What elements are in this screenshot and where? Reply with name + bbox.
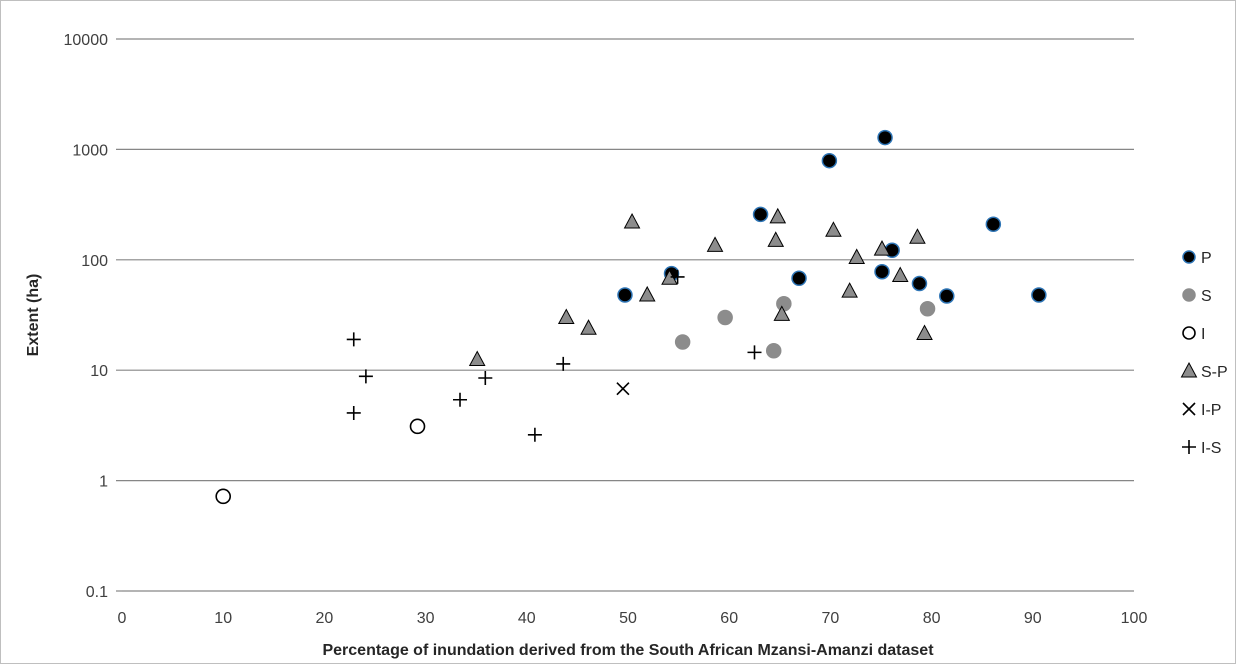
x-axis-title: Percentage of inundation derived from th… (322, 642, 934, 659)
y-tick-label: 100 (81, 253, 108, 270)
legend-marker-i-p (1183, 403, 1195, 415)
x-tick-label: 30 (417, 610, 435, 627)
point-s-p (581, 320, 596, 334)
point-p (1032, 288, 1046, 302)
point-s-p (842, 283, 857, 297)
y-tick-label: 0.1 (86, 584, 108, 601)
legend-label-i-p: I-P (1201, 402, 1221, 419)
legend-marker-i (1183, 327, 1195, 339)
point-i-s (556, 357, 570, 371)
y-tick-label: 1 (99, 474, 108, 491)
legend-marker-i-s (1182, 440, 1196, 454)
point-s-p (625, 214, 640, 228)
point-i-s (453, 393, 467, 407)
point-p (912, 276, 926, 290)
x-tick-label: 40 (518, 610, 536, 627)
point-p (875, 265, 889, 279)
point-s (921, 302, 935, 316)
point-i-s (359, 369, 373, 383)
legend-marker-s-p (1182, 363, 1197, 377)
legend-label-s-p: S-P (1201, 364, 1228, 381)
legend-marker-s (1183, 289, 1195, 301)
x-tick-label: 70 (822, 610, 840, 627)
point-p (986, 217, 1000, 231)
legend-label-i: I (1201, 326, 1205, 343)
point-s-p (768, 232, 783, 246)
point-i-s (748, 345, 762, 359)
x-tick-label: 60 (720, 610, 738, 627)
point-p (792, 271, 806, 285)
point-s-p (640, 287, 655, 301)
point-s-p (917, 325, 932, 339)
legend-item-i: I (1183, 326, 1205, 343)
point-s-p (849, 249, 864, 263)
point-i-s (347, 332, 361, 346)
legend-label-i-s: I-S (1201, 440, 1221, 457)
point-s-p (708, 237, 723, 251)
x-tick-label: 50 (619, 610, 637, 627)
point-i-s (478, 371, 492, 385)
data-points (216, 131, 1046, 504)
y-tick-label: 10 (90, 363, 108, 380)
y-axis-title: Extent (ha) (25, 274, 42, 357)
y-tick-label: 10000 (64, 32, 109, 49)
point-s-p (893, 268, 908, 282)
point-p (878, 131, 892, 145)
point-i-p (617, 383, 629, 395)
point-i (216, 489, 230, 503)
point-s-p (559, 310, 574, 324)
point-s (676, 335, 690, 349)
point-p (940, 289, 954, 303)
legend-marker-p (1183, 251, 1195, 263)
legend-item-i-p: I-P (1183, 402, 1221, 419)
point-s (777, 297, 791, 311)
legend-item-p: P (1183, 250, 1212, 267)
point-s-p (470, 352, 485, 366)
x-tick-label: 80 (923, 610, 941, 627)
legend-item-s-p: S-P (1182, 363, 1228, 381)
point-s (767, 344, 781, 358)
point-i (411, 419, 425, 433)
legend-item-i-s: I-S (1182, 440, 1221, 457)
x-tick-label: 10 (214, 610, 232, 627)
legend-label-p: P (1201, 250, 1212, 267)
x-tick-label: 20 (316, 610, 334, 627)
y-tick-label: 1000 (72, 142, 108, 159)
point-p (618, 288, 632, 302)
legend: P S I S-P I-P I-S (1182, 250, 1228, 457)
point-p (822, 154, 836, 168)
x-tick-label: 90 (1024, 610, 1042, 627)
gridlines (116, 39, 1134, 591)
point-i-s (347, 406, 361, 420)
legend-label-s: S (1201, 288, 1212, 305)
point-p (754, 207, 768, 221)
x-tick-label: 0 (118, 610, 127, 627)
point-s (718, 311, 732, 325)
legend-item-s: S (1183, 288, 1212, 305)
point-s-p (770, 209, 785, 223)
point-s-p (826, 222, 841, 236)
tick-labels: 0.1 1 10 100 1000 10000 0 10 20 30 40 50 60 70 80 90 100 (64, 32, 1148, 627)
x-tick-label: 100 (1121, 610, 1148, 627)
point-i-s (528, 428, 542, 442)
point-s-p (910, 229, 925, 243)
